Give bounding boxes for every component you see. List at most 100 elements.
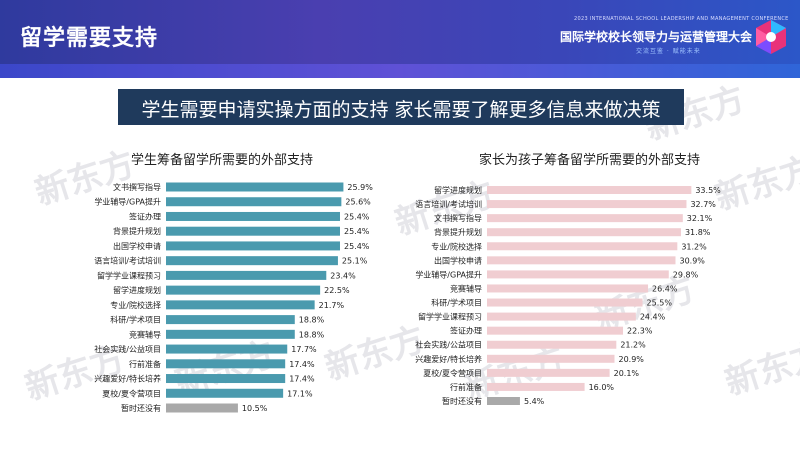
bar xyxy=(487,298,643,307)
bar xyxy=(487,228,681,237)
value-label: 25.4% xyxy=(344,227,370,236)
category-label: 语言培训/考试培训 xyxy=(415,199,482,209)
category-label: 行前准备 xyxy=(129,359,161,369)
conference-english-name: 2023 INTERNATIONAL SCHOOL LEADERSHIP AND… xyxy=(574,16,789,22)
bar xyxy=(166,256,338,266)
category-label: 留学学业课程预习 xyxy=(418,312,482,322)
value-label: 21.2% xyxy=(620,341,646,350)
value-label: 17.7% xyxy=(291,345,317,354)
value-label: 29.8% xyxy=(673,270,699,279)
bar xyxy=(487,214,683,223)
category-label: 学业辅导/GPA提升 xyxy=(94,197,161,207)
category-label: 行前准备 xyxy=(450,382,482,392)
headline-text: 学生需要申请实操方面的支持 家长需要了解更多信息来做决策 xyxy=(141,99,661,121)
student-chart-title: 学生筹备留学所需要的外部支持 xyxy=(131,153,314,168)
value-label: 25.5% xyxy=(647,299,673,308)
category-label: 社会实践/公益项目 xyxy=(94,344,161,354)
category-label: 专业/院校选择 xyxy=(110,300,161,310)
value-label: 25.6% xyxy=(345,198,371,207)
value-label: 25.1% xyxy=(342,257,368,266)
category-label: 学业辅导/GPA提升 xyxy=(415,269,482,279)
value-label: 17.1% xyxy=(287,389,313,398)
value-label: 31.2% xyxy=(681,242,707,251)
bar xyxy=(487,256,676,265)
headline-banner: 学生需要申请实操方面的支持 家长需要了解更多信息来做决策 xyxy=(118,89,684,125)
value-label: 30.9% xyxy=(679,256,705,265)
value-label: 26.4% xyxy=(652,284,678,293)
bar xyxy=(166,359,286,369)
bar xyxy=(166,329,295,339)
category-label: 留学学业课程预习 xyxy=(97,270,161,280)
category-label: 科研/学术项目 xyxy=(431,298,482,308)
header-bar: 留学需要支持 2023 INTERNATIONAL SCHOOL LEADERS… xyxy=(0,0,800,78)
bar xyxy=(487,354,615,363)
category-label: 社会实践/公益项目 xyxy=(415,340,482,350)
value-label: 25.4% xyxy=(344,242,370,251)
bar xyxy=(487,242,678,251)
bar xyxy=(166,241,340,251)
value-label: 5.4% xyxy=(524,397,545,406)
bar xyxy=(166,315,295,325)
category-label: 留学进度规划 xyxy=(113,285,161,295)
bar xyxy=(487,186,692,194)
category-label: 兴趣爱好/特长培养 xyxy=(94,374,161,384)
category-label: 夏校/夏令营项目 xyxy=(423,368,482,378)
category-label: 兴趣爱好/特长培养 xyxy=(415,354,482,364)
category-label: 竞赛辅导 xyxy=(129,329,161,339)
value-label: 25.9% xyxy=(347,183,373,192)
category-label: 科研/学术项目 xyxy=(110,315,161,325)
category-label: 竞赛辅导 xyxy=(450,283,482,293)
bar xyxy=(487,397,520,405)
bar xyxy=(166,388,284,398)
category-label: 夏校/夏令营项目 xyxy=(102,388,161,398)
bar xyxy=(487,312,636,321)
value-label: 22.5% xyxy=(324,286,350,295)
bar xyxy=(487,368,610,377)
category-label: 专业/院校选择 xyxy=(431,241,482,251)
bar xyxy=(166,344,288,354)
bar xyxy=(487,340,617,349)
bar xyxy=(166,285,321,295)
category-label: 文书撰写指导 xyxy=(434,213,482,223)
value-label: 22.3% xyxy=(627,327,653,336)
bar xyxy=(166,197,342,207)
category-label: 签证办理 xyxy=(129,211,161,221)
bar xyxy=(487,270,669,279)
category-label: 语言培训/考试培训 xyxy=(94,256,161,266)
bar xyxy=(487,284,649,293)
conference-logo-icon xyxy=(756,20,786,54)
value-label: 10.5% xyxy=(242,404,268,413)
value-label: 25.4% xyxy=(344,212,370,221)
value-label: 18.8% xyxy=(299,316,325,325)
value-label: 17.4% xyxy=(289,375,315,384)
category-label: 背景提升规划 xyxy=(434,227,482,237)
bar xyxy=(166,270,327,280)
parent-chart-title: 家长为孩子筹备留学所需要的外部支持 xyxy=(479,153,701,168)
category-label: 文书撰写指导 xyxy=(113,182,161,192)
conference-chinese-name: 国际学校校长领导力与运营管理大会 xyxy=(560,30,753,44)
value-label: 23.4% xyxy=(330,271,356,280)
value-label: 32.7% xyxy=(690,200,716,209)
bar xyxy=(166,182,344,192)
value-label: 32.1% xyxy=(687,214,713,223)
value-label: 17.4% xyxy=(289,360,315,369)
bar xyxy=(166,211,340,221)
value-label: 20.9% xyxy=(618,355,644,364)
value-label: 33.5% xyxy=(695,186,721,195)
bar xyxy=(166,226,340,236)
category-label: 暂时还没有 xyxy=(121,403,161,413)
value-label: 21.7% xyxy=(319,301,345,310)
conference-slogan: 交流互鉴 · 赋能未来 xyxy=(636,48,701,55)
category-label: 签证办理 xyxy=(450,326,482,336)
bar xyxy=(487,382,585,391)
category-label: 背景提升规划 xyxy=(113,226,161,236)
value-label: 24.4% xyxy=(640,313,666,322)
category-label: 出国学校申请 xyxy=(434,255,482,265)
value-label: 18.8% xyxy=(299,330,325,339)
category-label: 出国学校申请 xyxy=(113,241,161,251)
value-label: 31.8% xyxy=(685,228,711,237)
bar xyxy=(487,200,687,209)
value-label: 16.0% xyxy=(589,383,615,392)
